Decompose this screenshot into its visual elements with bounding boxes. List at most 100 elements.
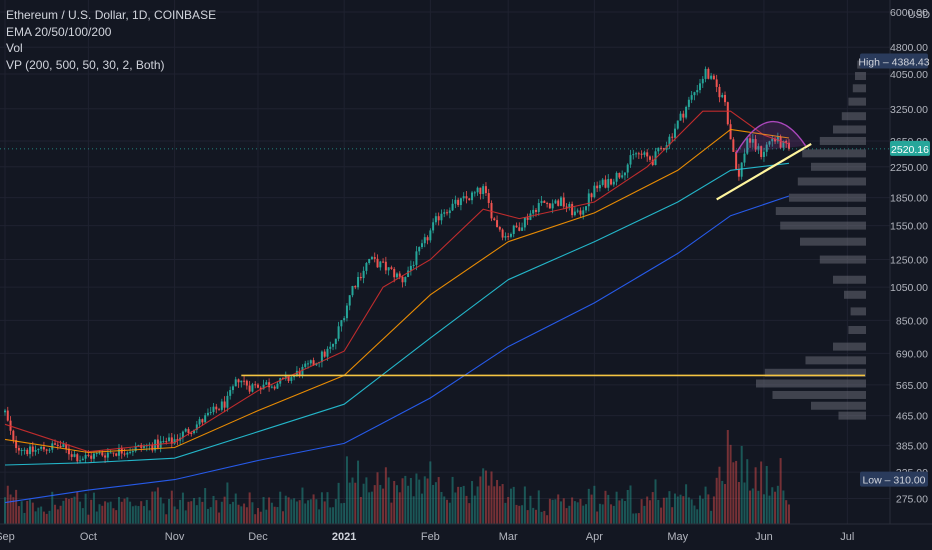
candle-body	[40, 446, 43, 449]
volume-bar	[181, 492, 184, 524]
volume-bar	[79, 501, 82, 524]
volume-bar	[332, 507, 335, 524]
volume-bar	[140, 501, 143, 524]
volume-bar	[476, 486, 479, 524]
candle-body	[209, 412, 212, 414]
volume-bar	[601, 504, 604, 524]
volume-bar	[762, 494, 765, 524]
symbol-title[interactable]: Ethereum / U.S. Dollar, 1D, COINBASE	[6, 8, 217, 22]
volume-bar	[51, 491, 54, 524]
volume-indicator-label[interactable]: Vol	[6, 41, 23, 55]
candle-body	[382, 261, 385, 263]
candle-body	[415, 251, 418, 265]
candle-body	[123, 453, 126, 455]
rounded-top-arc[interactable]	[735, 120, 807, 154]
candle-body	[529, 213, 532, 220]
volume-bar	[134, 505, 137, 524]
candle-body	[593, 185, 596, 198]
candle-body	[143, 446, 145, 448]
candle-body	[543, 200, 546, 203]
last-price-text: 2520.16	[891, 144, 929, 156]
candle-body	[432, 222, 435, 231]
candle-body	[290, 377, 293, 381]
volume-bar	[598, 503, 601, 524]
candle-body	[534, 209, 537, 212]
candle-body	[532, 209, 535, 214]
candle-body	[26, 449, 29, 455]
candle-body	[354, 285, 357, 288]
volume-bar	[179, 499, 182, 524]
candle-body	[87, 454, 90, 456]
volume-bar	[67, 498, 70, 524]
candle-body	[15, 440, 18, 449]
price-tick-label: 1050.00	[890, 282, 928, 294]
candle-body	[345, 305, 348, 319]
candle-body	[34, 450, 37, 452]
candle-body	[437, 216, 440, 221]
volume-bar	[198, 497, 201, 524]
volume-bar	[646, 496, 649, 524]
volume-bar	[482, 468, 485, 524]
candle-body	[715, 79, 718, 87]
volume-bar	[293, 498, 296, 524]
candle-body	[562, 197, 565, 207]
low-price-tag-box	[860, 471, 928, 487]
price-tick-label: 6000.00	[890, 7, 928, 19]
ema-indicator-label[interactable]: EMA 20/50/100/200	[6, 24, 112, 39]
volume-bar	[615, 491, 618, 524]
candle-body	[4, 410, 6, 413]
candle-body	[710, 75, 713, 79]
volume-bar	[457, 486, 460, 524]
volume-bar	[304, 503, 307, 524]
volume-bar	[640, 499, 643, 524]
candle-body	[365, 263, 368, 271]
candle-body	[340, 320, 343, 327]
candle-body	[195, 424, 198, 430]
candle-body	[662, 148, 665, 150]
candle-body	[20, 449, 23, 451]
volume-bar	[557, 494, 560, 524]
candle-body	[621, 175, 624, 178]
volume-bar	[231, 501, 234, 524]
volume-bar	[56, 509, 59, 524]
candle-body	[326, 348, 329, 357]
volume-bar	[529, 495, 532, 524]
candle-body	[462, 196, 465, 199]
volume-bar	[76, 491, 79, 524]
candle-body	[646, 152, 649, 157]
candle-body	[679, 113, 682, 121]
volume-bar	[785, 500, 788, 524]
candle-body	[351, 285, 354, 296]
time-tick-label: Mar	[499, 531, 518, 543]
volume-bar	[471, 481, 474, 524]
profile-bar	[764, 368, 866, 377]
candle-body	[112, 452, 115, 454]
volume-bar	[209, 507, 212, 524]
candle-body	[651, 159, 654, 166]
candle-body	[226, 395, 229, 408]
candle-body	[320, 351, 323, 362]
candle-body	[332, 343, 335, 347]
volume-bar	[123, 498, 126, 524]
ema-line	[4, 195, 790, 504]
volume-bar	[295, 501, 298, 524]
volume-bar	[604, 490, 607, 524]
candle-body	[490, 202, 493, 219]
candle-body	[776, 136, 779, 142]
volume-bar	[234, 493, 237, 524]
price-tick-label: 2250.00	[890, 162, 928, 174]
candle-body	[604, 179, 607, 188]
candle-body	[687, 99, 690, 107]
candle-body	[685, 106, 688, 118]
price-axis[interactable]: 6000.004800.004050.003250.002650.002250.…	[890, 7, 930, 506]
candle-body	[307, 363, 310, 365]
time-axis[interactable]: Sep Oct Nov Dec 2021 Feb Mar Apr May Jun Jul	[0, 531, 854, 543]
volume-bar	[215, 500, 218, 524]
volume-bar	[423, 476, 426, 524]
trend-line[interactable]	[716, 143, 812, 201]
volume-profile-label[interactable]: VP (200, 500, 50, 30, 2, Both)	[6, 57, 165, 72]
volume-bar	[226, 482, 229, 524]
candle-body	[309, 360, 312, 364]
volume-bar	[370, 491, 373, 524]
